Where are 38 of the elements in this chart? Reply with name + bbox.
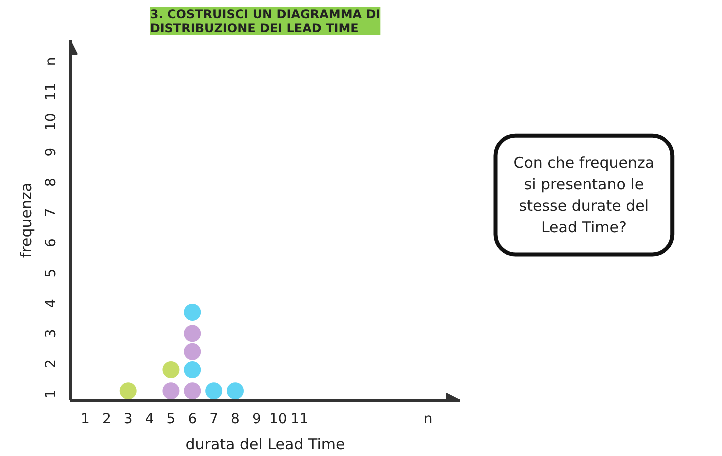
y-tick-label: 11 xyxy=(44,82,60,101)
x-tick-label: 7 xyxy=(210,412,219,428)
y-tick-label: 1 xyxy=(44,390,60,399)
x-axis-title: durata del Lead Time xyxy=(186,436,346,454)
y-tick-label: 10 xyxy=(44,113,60,132)
y-tick-label: 6 xyxy=(44,238,60,248)
x-tick-label: 8 xyxy=(231,412,240,428)
y-tick-label: 8 xyxy=(44,178,60,188)
x-tick-label: 6 xyxy=(188,412,198,428)
y-tick-label: 2 xyxy=(44,359,60,368)
point xyxy=(184,382,202,400)
x-tick-label: 4 xyxy=(145,412,154,428)
x-tick-label: 5 xyxy=(166,412,176,428)
y-tick-label: 5 xyxy=(44,268,60,278)
chart-title: 3. COSTRUISCI UN DIAGRAMMA DI DISTRIBUZIONE DEI LEAD TIME xyxy=(150,8,381,36)
y-tick-label: 4 xyxy=(44,298,60,308)
text: Con che frequenza si presentano le stesse durate del Lead Time? xyxy=(514,154,655,237)
x-tick-label: n xyxy=(424,412,433,428)
point xyxy=(184,304,202,322)
point xyxy=(206,382,223,400)
x-tick-label: 2 xyxy=(102,412,112,428)
x-tick-label: 1 xyxy=(81,412,90,428)
x-tick-label: 11 xyxy=(290,412,309,428)
y-tick-label: n xyxy=(44,57,60,66)
point xyxy=(227,382,244,400)
point xyxy=(162,361,180,378)
y-tick-label: 3 xyxy=(44,329,60,338)
point xyxy=(184,361,202,378)
y-axis-title: frequenza xyxy=(18,182,36,258)
x-tick-label: 3 xyxy=(124,412,133,428)
point xyxy=(184,325,202,342)
y-tick-label: 9 xyxy=(44,148,60,157)
point xyxy=(120,382,137,400)
x-tick-label: 10 xyxy=(269,412,288,428)
x-tick-label: 9 xyxy=(252,412,262,428)
y-tick-label: 7 xyxy=(44,208,60,218)
point xyxy=(184,343,202,360)
point xyxy=(162,382,180,400)
